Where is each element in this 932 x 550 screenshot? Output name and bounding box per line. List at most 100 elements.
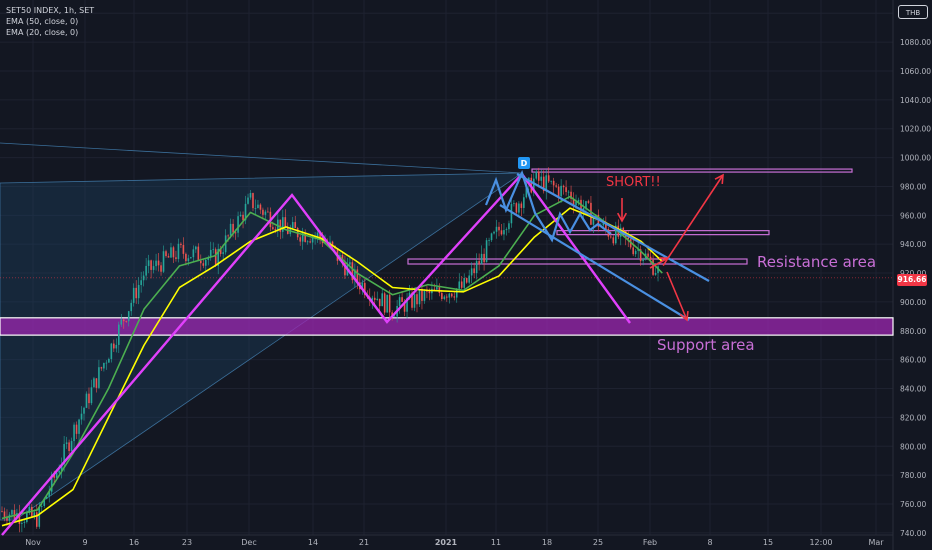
candle-body — [232, 223, 234, 233]
ema20-line — [1, 195, 663, 520]
x-tick-label: 8 — [707, 538, 712, 547]
candle-body — [192, 249, 195, 258]
candle-body — [354, 269, 356, 281]
legend-ema50: EMA (50, close, 0) — [6, 17, 79, 26]
channel-upper — [516, 173, 710, 282]
x-tick-label: 15 — [763, 538, 773, 547]
candle-body — [654, 273, 657, 275]
candle-body — [294, 222, 297, 228]
candle-body — [632, 247, 634, 255]
candle-body — [580, 199, 582, 212]
candle-body — [525, 183, 528, 198]
candle-body — [93, 378, 95, 388]
candle-body — [152, 266, 155, 270]
candle-body — [408, 292, 411, 299]
candle-body — [503, 230, 505, 235]
candle-body — [612, 237, 615, 244]
candle-body — [6, 516, 8, 521]
candle-body — [135, 287, 137, 299]
y-tick-label: 940.00 — [900, 240, 926, 249]
x-tick-label: Nov — [25, 538, 41, 547]
candle-body — [80, 413, 83, 420]
candle-body — [443, 296, 446, 299]
candle-body — [18, 513, 21, 524]
candle-body — [597, 214, 600, 227]
candle-body — [172, 247, 175, 258]
candle-body — [575, 201, 577, 206]
candle-body — [299, 237, 301, 242]
candle-body — [162, 251, 165, 272]
candle-body — [50, 474, 53, 492]
candle-body — [140, 280, 142, 285]
candle-body — [277, 219, 279, 230]
candle-body — [398, 297, 401, 306]
candle-body — [229, 223, 232, 236]
candle-body — [393, 316, 396, 318]
candle-body — [197, 246, 200, 261]
x-tick-label: Dec — [241, 538, 256, 547]
resistance-box-mid — [556, 230, 770, 236]
resistance-box-top — [531, 168, 853, 173]
candle-body — [401, 297, 403, 302]
candle-body — [495, 226, 498, 232]
candle-body — [602, 222, 605, 226]
candle-body — [83, 407, 85, 414]
candle-body — [488, 240, 490, 241]
candle-body — [254, 208, 257, 209]
y-tick-label: 760.00 — [900, 500, 926, 509]
candle-body — [125, 321, 128, 322]
candle-body — [279, 219, 282, 232]
candle-body — [132, 287, 135, 303]
candle-body — [309, 241, 311, 243]
d-marker — [518, 157, 530, 169]
candle-body — [637, 249, 639, 251]
candle-body — [470, 268, 473, 276]
candle-body — [78, 419, 80, 434]
candle-body — [110, 343, 113, 359]
candle-body — [100, 367, 103, 369]
candle-body — [381, 293, 384, 307]
candle-body — [478, 261, 480, 265]
candle-body — [65, 442, 68, 445]
currency-button[interactable]: THB — [898, 5, 928, 19]
candle-body — [60, 464, 63, 471]
candle-body — [214, 249, 217, 266]
turn-arrow — [649, 257, 669, 269]
candle-body — [572, 198, 575, 206]
candle-body — [145, 265, 147, 276]
projection-line — [0, 142, 523, 174]
support-annotation: Support area — [657, 336, 755, 354]
candle-body — [537, 171, 540, 181]
candle-body — [639, 249, 642, 262]
x-tick-label: Mar — [868, 538, 884, 547]
candle-body — [95, 378, 98, 388]
y-tick-label: 980.00 — [900, 182, 926, 191]
candle-body — [523, 197, 525, 208]
candle-body — [207, 257, 210, 260]
candle-body — [418, 289, 421, 305]
candle-body — [142, 275, 145, 281]
candle-body — [45, 496, 48, 499]
candle-body — [38, 506, 41, 527]
y-tick-label: 780.00 — [900, 471, 926, 480]
candle-body — [483, 253, 485, 263]
candle-body — [458, 281, 461, 289]
candle-body — [209, 249, 212, 258]
candle-body — [373, 297, 376, 300]
y-tick-label: 820.00 — [900, 413, 926, 422]
candle-body — [187, 258, 190, 262]
candle-body — [376, 298, 379, 300]
candle-body — [465, 278, 468, 283]
candle-body — [234, 232, 237, 234]
candle-body — [426, 290, 428, 292]
candle-body — [587, 201, 590, 203]
candle-body — [1, 511, 3, 513]
candle-body — [70, 441, 73, 451]
candle-body — [582, 207, 585, 212]
candle-body — [421, 289, 423, 301]
candle-body — [498, 226, 500, 231]
candle-body — [518, 203, 520, 213]
candle-body — [185, 253, 187, 262]
y-tick-label: 900.00 — [900, 298, 926, 307]
